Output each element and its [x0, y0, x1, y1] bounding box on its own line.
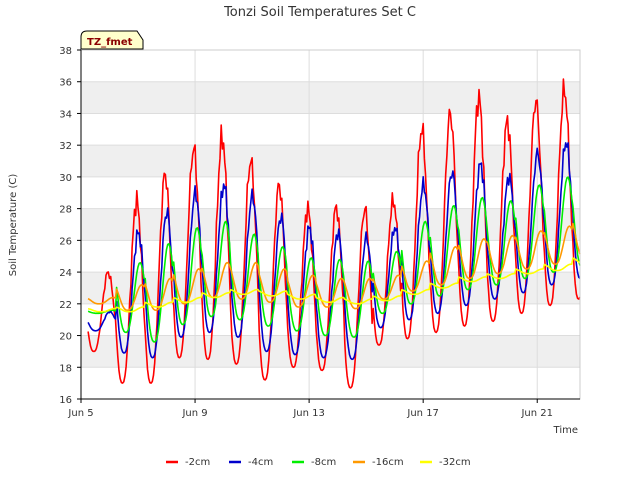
y-tick-label: 30: [59, 173, 72, 184]
legend-item-m32cm: -32cm: [420, 457, 471, 468]
legend-label: -4cm: [248, 457, 273, 468]
legend: -2cm -4cm -8cm -16cm -32cm: [166, 457, 471, 468]
x-tick-label: Jun 13: [292, 408, 325, 419]
axes: [80, 49, 581, 400]
grid-band: [81, 335, 580, 368]
x-tick-label: Jun 9: [181, 408, 207, 419]
legend-item-m16cm: -16cm: [353, 457, 404, 468]
legend-item-m2cm: -2cm: [166, 457, 210, 468]
y-tick-label: 26: [59, 236, 72, 247]
legend-label: -2cm: [185, 457, 210, 468]
grid-band: [81, 81, 580, 114]
plot-area: [81, 50, 580, 399]
series-line-m8cm: [87, 176, 581, 343]
site-badge: TZ_fmet: [80, 30, 144, 50]
badge-box: [80, 30, 144, 50]
x-tick-label: Jun 17: [406, 408, 439, 419]
y-tick-label: 22: [59, 300, 72, 311]
y-tick-label: 34: [59, 109, 72, 120]
x-tick-label: Jun 21: [520, 408, 553, 419]
y-tick-label: 32: [59, 141, 72, 152]
legend-label: -8cm: [311, 457, 336, 468]
series-line-m4cm: [87, 142, 581, 361]
y-tick-label: 38: [59, 46, 72, 57]
y-tick-label: 24: [59, 268, 72, 279]
y-tick-label: 16: [59, 395, 72, 406]
chart-title: Tonzi Soil Temperatures Set C: [223, 5, 416, 20]
series-layer: [87, 78, 581, 389]
series-line-m16cm: [87, 222, 581, 312]
legend-item-m4cm: -4cm: [229, 457, 273, 468]
series-line-m32cm: [87, 257, 581, 313]
grid-band: [81, 145, 580, 177]
legend-label: -16cm: [372, 457, 404, 468]
y-tick-label: 20: [59, 332, 72, 343]
x-axis-label: Time: [553, 425, 578, 436]
y-tick-label: 28: [59, 205, 72, 216]
y-tick-labels: 16 18 20 22 24 26 28 30 32 34 36 38: [59, 46, 81, 406]
x-tick-labels: Jun 5 Jun 9 Jun 13 Jun 17 Jun 21: [67, 399, 553, 419]
legend-item-m8cm: -8cm: [292, 457, 336, 468]
y-axis-label: Soil Temperature (C): [8, 174, 19, 277]
legend-label: -32cm: [439, 457, 471, 468]
y-tick-label: 36: [59, 78, 72, 89]
y-tick-label: 18: [59, 363, 72, 374]
x-tick-label: Jun 5: [67, 408, 93, 419]
badge-label: TZ_fmet: [87, 37, 133, 48]
